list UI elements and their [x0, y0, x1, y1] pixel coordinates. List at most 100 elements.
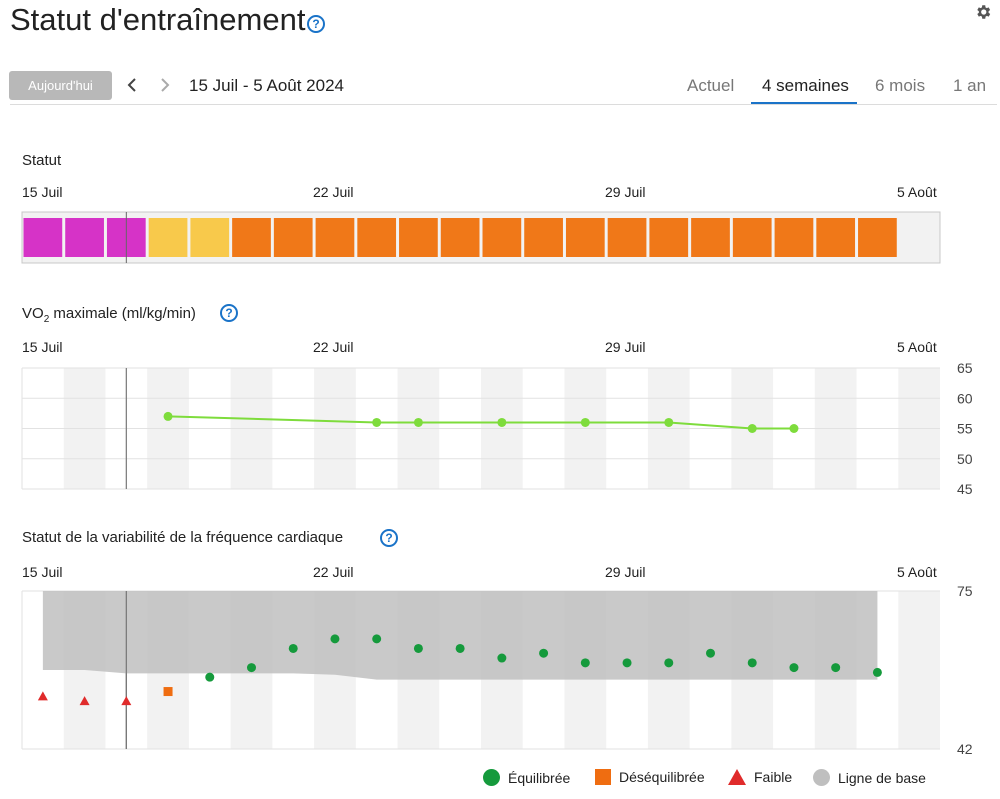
- legend-label: Faible: [754, 769, 793, 785]
- chevron-left-icon[interactable]: [122, 74, 142, 96]
- date-label: 29 Juil: [605, 184, 646, 200]
- vo2-point: [747, 424, 757, 433]
- status-day-cell: [273, 218, 313, 257]
- status-day-cell: [440, 218, 480, 257]
- status-day-cell: [649, 218, 689, 257]
- hrv-point-balanced: [455, 643, 465, 653]
- hrv-point-balanced: [372, 634, 382, 644]
- status-day-cell: [858, 218, 897, 257]
- status-day-cell: [816, 218, 856, 257]
- status-day-cell: [65, 218, 104, 257]
- tab-4-semaines[interactable]: 4 semaines: [762, 76, 849, 95]
- gear-icon[interactable]: [974, 3, 992, 21]
- y-tick-label: 60: [957, 390, 973, 406]
- date-label: 29 Juil: [605, 339, 646, 355]
- hrv-point-balanced: [205, 672, 215, 682]
- chevron-right-icon[interactable]: [155, 74, 175, 96]
- red-triangle-icon: [728, 769, 746, 785]
- date-label: 15 Juil: [22, 184, 63, 200]
- hrv-point-balanced: [789, 663, 799, 673]
- active-tab-indicator: [751, 102, 857, 104]
- hrv-point-balanced: [497, 653, 507, 663]
- y-tick-label: 55: [957, 421, 973, 437]
- vo2-point: [497, 417, 507, 427]
- legend-label: Équilibrée: [508, 769, 571, 786]
- tab-1-an[interactable]: 1 an: [953, 76, 987, 95]
- vo2-chart: 65 60 55 50 45: [21, 360, 973, 497]
- orange-square-icon: [595, 769, 611, 785]
- status-day-cell: [607, 218, 647, 257]
- tab-actuel[interactable]: Actuel: [687, 76, 735, 95]
- status-day-cell: [399, 218, 438, 257]
- legend-item-balanced: Équilibrée: [483, 769, 570, 786]
- legend-item-baseline: Ligne de base: [813, 769, 926, 786]
- y-tick-label: 65: [957, 360, 973, 376]
- vo2-point: [580, 417, 590, 427]
- hrv-point-low: [121, 696, 132, 706]
- hrv-point-low: [37, 691, 48, 701]
- hrv-point-balanced: [622, 658, 632, 668]
- status-day-cell: [232, 218, 271, 257]
- help-icon[interactable]: ?: [307, 15, 325, 33]
- status-bar-chart: [21, 211, 941, 264]
- hrv-point-balanced: [831, 663, 841, 673]
- vo2-point: [789, 424, 799, 433]
- y-tick-label: 50: [957, 451, 973, 467]
- grid-stripe: [898, 591, 940, 749]
- status-day-cell: [732, 218, 772, 257]
- date-label: 22 Juil: [313, 339, 354, 355]
- vo2-point: [372, 417, 382, 427]
- hrv-point-balanced: [580, 658, 590, 668]
- status-day-cell: [23, 218, 63, 257]
- vo2-section-title: VO2 maximale (ml/kg/min): [22, 305, 196, 325]
- status-day-cell: [357, 218, 397, 257]
- date-label: 15 Juil: [22, 339, 63, 355]
- hrv-point-balanced: [539, 648, 549, 658]
- vo2-point: [664, 417, 674, 427]
- vo2-help-icon[interactable]: ?: [220, 304, 238, 322]
- hrv-point-low: [79, 696, 90, 706]
- hrv-point-balanced: [330, 634, 340, 644]
- status-day-cell: [315, 218, 355, 257]
- legend-item-low: Faible: [728, 769, 792, 785]
- status-day-cell: [482, 218, 522, 257]
- date-label: 15 Juil: [22, 564, 63, 580]
- y-tick-label: 75: [957, 583, 973, 599]
- hrv-point-balanced: [288, 643, 298, 653]
- legend-label: Déséquilibrée: [619, 769, 705, 785]
- status-day-cell: [774, 218, 814, 257]
- date-label: 22 Juil: [313, 184, 354, 200]
- green-dot-icon: [483, 769, 500, 786]
- hrv-point-balanced: [747, 658, 757, 668]
- vo2-point: [163, 411, 173, 421]
- hrv-point-balanced: [872, 667, 882, 677]
- hrv-point-balanced: [706, 648, 715, 658]
- vo2-series-line: [168, 415, 794, 430]
- date-label: 22 Juil: [313, 564, 354, 580]
- gray-dot-icon: [813, 769, 830, 786]
- y-tick-label: 42: [957, 741, 973, 757]
- legend-label: Ligne de base: [838, 769, 926, 786]
- hrv-point-balanced: [413, 643, 423, 653]
- hrv-point-balanced: [664, 658, 674, 668]
- hrv-help-icon[interactable]: ?: [380, 529, 398, 547]
- status-day-cell: [691, 218, 730, 257]
- hrv-chart: 75 42: [21, 583, 973, 757]
- hrv-point-balanced: [247, 663, 256, 673]
- page-title: Statut d'entraînement: [10, 2, 306, 37]
- y-tick-label: 45: [957, 481, 973, 497]
- date-label: 5 Août: [897, 339, 937, 355]
- date-label: 5 Août: [897, 564, 937, 580]
- legend-item-unbalanced: Déséquilibrée: [595, 769, 705, 785]
- tab-divider: [10, 104, 997, 105]
- hrv-point-unbalanced: [163, 687, 173, 697]
- status-day-cell: [524, 218, 563, 257]
- status-day-cell: [565, 218, 605, 257]
- status-day-cell: [148, 218, 188, 257]
- tab-6-mois[interactable]: 6 mois: [875, 76, 926, 95]
- today-button[interactable]: Aujourd'hui: [9, 71, 112, 100]
- date-label: 5 Août: [897, 184, 937, 200]
- vo2-point: [413, 417, 423, 427]
- baseline-band: [42, 591, 878, 680]
- date-label: 29 Juil: [605, 564, 646, 580]
